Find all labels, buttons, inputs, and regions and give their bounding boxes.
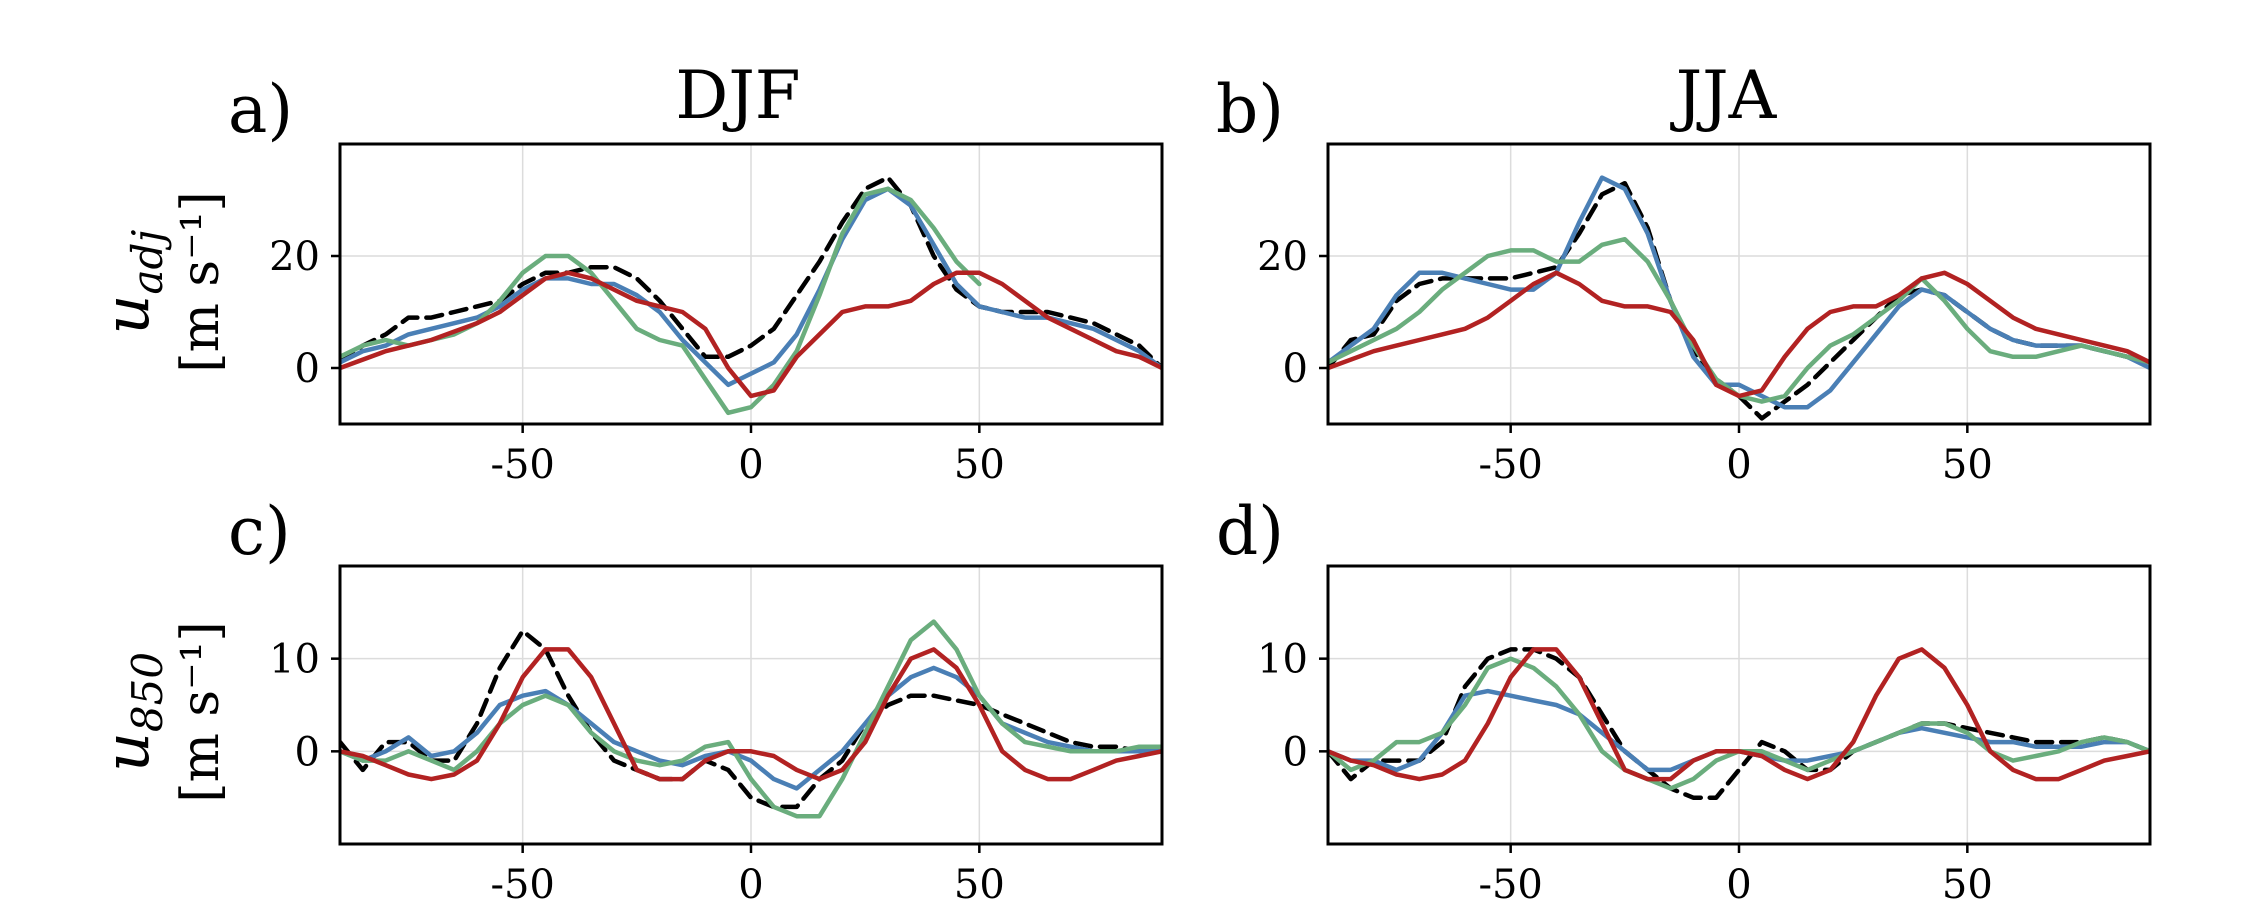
- panels: -50 0 50 0 20 a) -50 0 50 0 20 b) -50 0 50 0 10 c) -50 0 50 0…: [228, 71, 2152, 908]
- panel-3: -50 0 50 0 10 d): [1216, 493, 2152, 908]
- row-label-top: uadj: [90, 230, 172, 335]
- row-label-bottom-unit-group: [m s⁻¹]: [171, 621, 231, 802]
- series-line-black_dashed: [340, 628, 1162, 810]
- row-label-top-var: u: [90, 295, 163, 335]
- x-tick-label: -50: [490, 442, 554, 488]
- y-tick-label: 20: [269, 234, 320, 280]
- panel-label: c): [228, 493, 291, 570]
- x-tick-label: 50: [1942, 862, 1993, 908]
- y-tick-label: 0: [295, 346, 320, 392]
- x-tick-label: 0: [738, 442, 763, 488]
- y-tick-label: 10: [1257, 637, 1308, 683]
- x-tick-label: 50: [1942, 442, 1993, 488]
- series-line-red: [1328, 647, 2150, 782]
- x-tick-label: -50: [1478, 442, 1542, 488]
- series-line-red: [1328, 270, 2150, 399]
- y-tick-label: 0: [1283, 346, 1308, 392]
- y-tick-label: 0: [1283, 729, 1308, 775]
- panel-label: b): [1216, 71, 1284, 148]
- series-line-red: [340, 270, 1162, 399]
- y-tick-label: 10: [269, 637, 320, 683]
- series-line-black_dashed: [1328, 647, 2150, 800]
- panel-1: -50 0 50 0 20 b): [1216, 71, 2152, 488]
- svg-text:uadj: uadj: [90, 230, 172, 335]
- x-tick-label: -50: [490, 862, 554, 908]
- panel-2: -50 0 50 0 10 c): [228, 493, 1164, 908]
- x-tick-label: -50: [1478, 862, 1542, 908]
- row-label-bottom-unit: [m s⁻¹]: [171, 621, 231, 802]
- series-group: [1328, 647, 2150, 800]
- x-tick-label: 0: [1726, 862, 1751, 908]
- y-tick-label: 20: [1257, 234, 1308, 280]
- x-tick-label: 0: [738, 862, 763, 908]
- panel-label: d): [1216, 493, 1284, 570]
- row-label-top-unit-group: [m s⁻¹]: [171, 191, 231, 372]
- series-group: [340, 175, 1162, 416]
- row-label-bottom-sub: 850: [123, 652, 172, 732]
- series-line-blue: [1328, 175, 2150, 410]
- panel-0: -50 0 50 0 20 a): [228, 71, 1164, 488]
- series-line-blue: [340, 186, 1162, 388]
- series-line-blue: [340, 665, 1162, 791]
- row-label-top-sub: adj: [123, 230, 172, 295]
- x-tick-label: 0: [1726, 442, 1751, 488]
- x-tick-label: 50: [954, 442, 1005, 488]
- x-tick-label: 50: [954, 862, 1005, 908]
- svg-text:u850: u850: [90, 652, 172, 772]
- column-title-djf: DJF: [675, 57, 800, 134]
- series-line-green: [340, 619, 1162, 819]
- row-label-top-unit: [m s⁻¹]: [171, 191, 231, 372]
- series-line-red: [340, 647, 1162, 782]
- series-group: [340, 619, 1162, 819]
- column-title-jja: JJA: [1670, 57, 1778, 134]
- y-tick-label: 0: [295, 729, 320, 775]
- series-line-black_dashed: [340, 175, 1162, 371]
- panel-label: a): [228, 71, 293, 148]
- row-label-bottom: u850: [90, 652, 172, 772]
- series-group: [1328, 175, 2150, 421]
- row-label-bottom-var: u: [90, 732, 163, 772]
